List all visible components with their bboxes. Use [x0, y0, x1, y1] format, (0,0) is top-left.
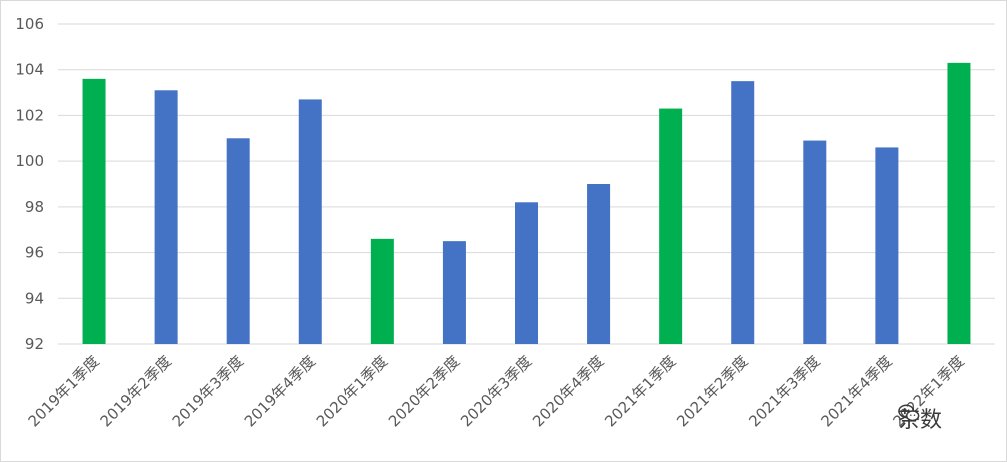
- gridlines: [58, 23, 995, 345]
- bar: [226, 138, 250, 344]
- watermark: 茶数: [898, 402, 942, 434]
- y-tick-label: 98: [25, 198, 44, 216]
- y-tick-label: 92: [25, 335, 44, 353]
- bar: [803, 140, 827, 344]
- y-axis-tick-labels: 92 94 96 98 100 102 104 106: [15, 15, 44, 353]
- bar: [298, 99, 322, 344]
- bar: [731, 81, 755, 345]
- y-tick-label: 94: [25, 289, 44, 307]
- bar: [154, 90, 178, 345]
- y-tick-label: 104: [15, 61, 44, 79]
- bar: [947, 62, 971, 344]
- x-tick-label: 2021年4季度: [817, 352, 895, 430]
- bar: [370, 238, 394, 344]
- wechat-icon: [898, 404, 920, 422]
- x-tick-label: 2020年3季度: [457, 352, 535, 430]
- x-tick-label: 2021年1季度: [601, 352, 679, 430]
- y-tick-label: 106: [15, 15, 44, 33]
- y-tick-label: 96: [25, 244, 44, 262]
- x-tick-label: 2019年2季度: [97, 352, 175, 430]
- x-tick-label: 2021年3季度: [745, 352, 823, 430]
- bar: [875, 147, 899, 344]
- x-tick-label: 2020年1季度: [313, 352, 391, 430]
- bar: [82, 78, 106, 344]
- bar: [515, 202, 538, 344]
- x-tick-label: 2019年3季度: [169, 352, 247, 430]
- bars: [82, 62, 971, 345]
- y-tick-label: 102: [15, 106, 44, 124]
- x-tick-label: 2020年4季度: [529, 352, 607, 430]
- x-tick-label: 2021年2季度: [673, 352, 751, 430]
- x-axis-tick-labels: 2019年1季度2019年2季度2019年3季度2019年4季度2020年1季度…: [25, 352, 968, 430]
- bar: [587, 184, 611, 344]
- watermark-text: 茶数: [898, 408, 943, 433]
- x-tick-label: 2020年2季度: [385, 352, 463, 430]
- bar: [442, 241, 466, 344]
- x-tick-label: 2019年1季度: [25, 352, 103, 430]
- x-tick-label: 2019年4季度: [241, 352, 319, 430]
- y-tick-label: 100: [15, 152, 44, 170]
- bar: [659, 108, 683, 344]
